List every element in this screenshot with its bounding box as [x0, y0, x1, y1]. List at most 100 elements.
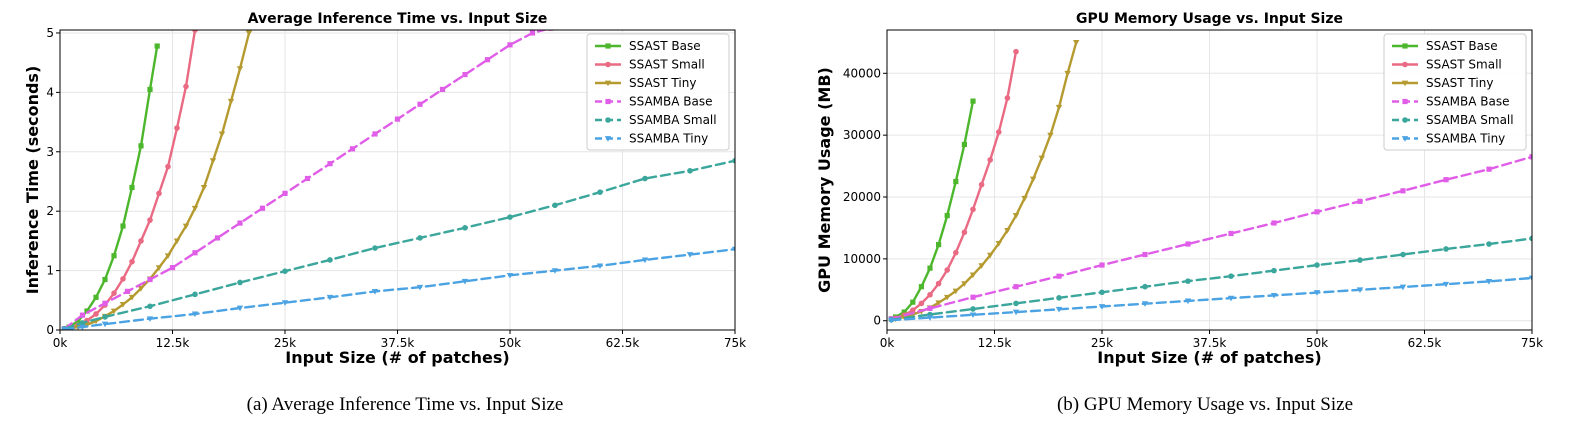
data-point [129, 258, 135, 265]
data-point [1184, 298, 1192, 305]
data-point [119, 302, 127, 308]
data-point [970, 206, 976, 213]
data-point [1399, 284, 1407, 291]
data-point [174, 125, 180, 131]
data-point [1485, 279, 1493, 285]
data-point [182, 223, 190, 230]
data-point [237, 279, 243, 286]
data-point [1529, 235, 1532, 242]
legend-label: SSAST Small [1426, 58, 1502, 72]
data-point [1529, 154, 1532, 160]
data-point [111, 253, 117, 259]
data-point [927, 265, 933, 271]
legend-marker [604, 136, 612, 142]
data-point [1030, 176, 1037, 183]
y-tick-label: 2 [46, 204, 54, 218]
legend-marker [1401, 136, 1409, 142]
data-point [102, 276, 108, 283]
data-point [218, 131, 226, 138]
data-point [110, 308, 118, 315]
data-point [1185, 278, 1191, 284]
y-tick-label: 30000 [843, 128, 881, 142]
data-point [1357, 257, 1363, 263]
data-point [1047, 132, 1054, 139]
series-line-ssamba-small [890, 237, 1532, 321]
data-point [209, 158, 217, 164]
data-point [124, 288, 131, 294]
data-point [936, 242, 942, 248]
data-point [462, 71, 468, 78]
series-line-ssamba-base [890, 155, 1532, 321]
data-point [1400, 188, 1406, 194]
data-point [506, 272, 514, 279]
legend: SSAST Base SSAST Small SSAST Tiny SSAMBA Ba… [1383, 33, 1527, 151]
data-point [214, 235, 221, 241]
data-point [154, 43, 160, 49]
data-point [1012, 213, 1020, 219]
data-point [165, 163, 171, 170]
legend-marker [605, 117, 611, 123]
data-point [1099, 289, 1105, 296]
legend-marker [604, 80, 612, 87]
legend-marker [605, 43, 611, 49]
data-point [101, 321, 109, 328]
legend-marker [1402, 43, 1408, 49]
x-tick-label: 37.5k [381, 336, 415, 350]
data-point [1142, 283, 1148, 290]
data-point [1142, 251, 1148, 258]
data-point [1021, 195, 1028, 202]
legend-label: SSAMBA Small [1426, 113, 1514, 127]
data-point [282, 268, 288, 274]
data-point [1357, 198, 1363, 204]
data-point [978, 263, 985, 269]
data-point [1038, 155, 1045, 162]
data-point [84, 308, 90, 314]
data-point [93, 311, 99, 317]
y-tick-label: 40000 [843, 66, 881, 80]
y-tick-label: 20000 [843, 190, 881, 204]
data-point [192, 291, 198, 298]
legend-label: SSAST Base [629, 39, 701, 53]
data-point [953, 178, 959, 185]
data-point [461, 278, 469, 285]
data-point [156, 190, 162, 197]
data-point [918, 300, 925, 307]
data-point [326, 294, 334, 301]
data-point [1271, 267, 1277, 274]
data-point [1012, 309, 1020, 316]
data-point [731, 246, 735, 253]
data-point [686, 252, 694, 258]
legend: SSAST Base SSAST Small SSAST Tiny SSAMBA Ba… [586, 33, 730, 151]
data-point [935, 280, 942, 287]
x-tick-label: 62.5k [606, 336, 640, 350]
data-point [237, 220, 243, 226]
data-point [1314, 262, 1320, 268]
data-point [371, 288, 379, 295]
legend-marker [1401, 80, 1409, 87]
legend-marker [1402, 117, 1408, 123]
data-point [961, 229, 968, 236]
y-tick-label: 1 [46, 264, 54, 278]
data-point [1055, 306, 1063, 313]
data-point [120, 223, 126, 229]
y-tick-label: 10000 [843, 252, 881, 266]
legend-label: SSAST Base [1426, 39, 1498, 53]
data-point [155, 265, 163, 271]
data-point [1486, 241, 1492, 247]
chart-title: Average Inference Time vs. Input Size [248, 11, 548, 27]
data-point [944, 212, 950, 219]
x-tick-label: 12.5k [156, 336, 190, 350]
data-point [192, 30, 198, 33]
legend-label: SSAMBA Tiny [1426, 132, 1505, 146]
data-point [1442, 281, 1450, 288]
data-point [953, 249, 959, 256]
data-point [146, 316, 154, 322]
data-point [372, 245, 378, 251]
legend-label: SSAMBA Base [629, 95, 713, 109]
x-tick-label: 25k [274, 336, 296, 350]
data-point [439, 86, 446, 93]
data-point [227, 98, 235, 105]
data-point [137, 286, 145, 292]
data-point [183, 83, 189, 90]
